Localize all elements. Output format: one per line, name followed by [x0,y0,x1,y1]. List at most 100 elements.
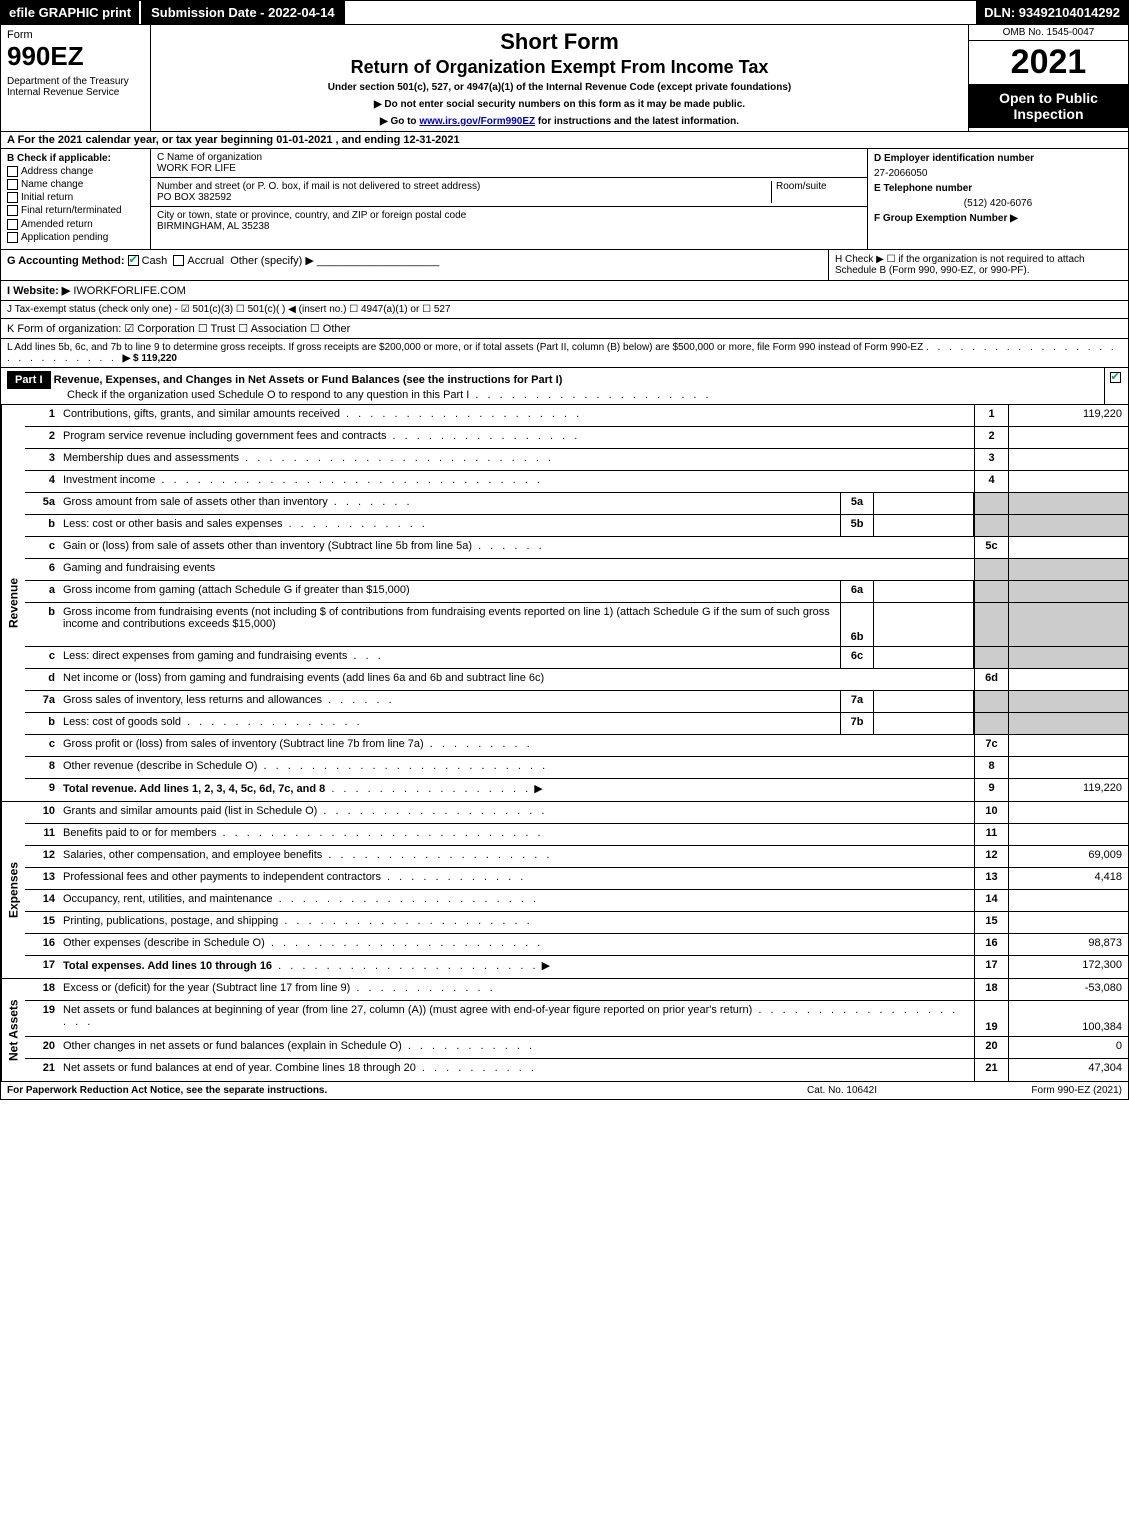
line-14: 14Occupancy, rent, utilities, and mainte… [25,890,1128,912]
room-label: Room/suite [771,181,861,203]
header-left: Form 990EZ Department of the Treasury In… [1,25,151,131]
tel-value: (512) 420-6076 [874,198,1122,209]
row-h: H Check ▶ ☐ if the organization is not r… [828,250,1128,280]
line-6a: aGross income from gaming (attach Schedu… [25,581,1128,603]
row-l-text: L Add lines 5b, 6c, and 7b to line 9 to … [7,342,923,353]
info-grid: B Check if applicable: Address change Na… [0,149,1129,250]
line-21: 21Net assets or fund balances at end of … [25,1059,1128,1081]
instruction-2: ▶ Go to www.irs.gov/Form990EZ for instru… [159,116,960,127]
header-right: OMB No. 1545-0047 2021 Open to Public In… [968,25,1128,131]
section-b-label: B Check if applicable: [7,153,111,164]
street-value: PO BOX 382592 [157,192,771,203]
irs-link[interactable]: www.irs.gov/Form990EZ [419,116,535,127]
line-2: 2Program service revenue including gover… [25,427,1128,449]
line-6d: dNet income or (loss) from gaming and fu… [25,669,1128,691]
row-l-amount: ▶ $ 119,220 [123,353,177,364]
line-11: 11Benefits paid to or for members . . . … [25,824,1128,846]
page-footer: For Paperwork Reduction Act Notice, see … [0,1082,1129,1100]
line-7a: 7aGross sales of inventory, less returns… [25,691,1128,713]
footer-left: For Paperwork Reduction Act Notice, see … [7,1085,742,1096]
line-4: 4Investment income . . . . . . . . . . .… [25,471,1128,493]
org-name-row: C Name of organization WORK FOR LIFE [151,149,867,178]
line-5c: cGain or (loss) from sale of assets othe… [25,537,1128,559]
org-name-label: C Name of organization [157,152,861,163]
subtitle: Under section 501(c), 527, or 4947(a)(1)… [159,82,960,93]
section-d-e-f: D Employer identification number 27-2066… [868,149,1128,249]
revenue-sidelabel: Revenue [1,405,25,801]
header-center: Short Form Return of Organization Exempt… [151,25,968,131]
city-value: BIRMINGHAM, AL 35238 [157,221,861,232]
line-6c: cLess: direct expenses from gaming and f… [25,647,1128,669]
submission-date: Submission Date - 2022-04-14 [139,1,347,24]
ein-value: 27-2066050 [874,168,1122,179]
chk-name-change[interactable]: Name change [7,179,144,190]
line-7b: bLess: cost of goods sold . . . . . . . … [25,713,1128,735]
chk-amended-return[interactable]: Amended return [7,219,144,230]
line-6b: bGross income from fundraising events (n… [25,603,1128,647]
net-assets-section: Net Assets 18Excess or (deficit) for the… [0,979,1129,1082]
chk-final-return[interactable]: Final return/terminated [7,205,144,216]
topbar-spacer [347,1,977,24]
row-k: K Form of organization: ☑ Corporation ☐ … [0,319,1129,339]
form-label: Form [7,29,144,41]
instruction-1: ▶ Do not enter social security numbers o… [159,99,960,110]
line-15: 15Printing, publications, postage, and s… [25,912,1128,934]
line-1: 1Contributions, gifts, grants, and simil… [25,405,1128,427]
part-1-checkbox[interactable] [1104,368,1128,404]
street-label: Number and street (or P. O. box, if mail… [157,181,771,192]
department-label: Department of the Treasury Internal Reve… [7,76,144,98]
line-17: 17Total expenses. Add lines 10 through 1… [25,956,1128,978]
dln-label: DLN: 93492104014292 [976,1,1128,24]
line-5a: 5aGross amount from sale of assets other… [25,493,1128,515]
city-row: City or town, state or province, country… [151,207,867,235]
return-title: Return of Organization Exempt From Incom… [159,57,960,78]
form-number: 990EZ [7,41,144,72]
line-8: 8Other revenue (describe in Schedule O) … [25,757,1128,779]
section-c: C Name of organization WORK FOR LIFE Num… [151,149,868,249]
form-header: Form 990EZ Department of the Treasury In… [0,25,1129,132]
city-label: City or town, state or province, country… [157,210,861,221]
top-bar: efile GRAPHIC print Submission Date - 20… [0,0,1129,25]
line-18: 18Excess or (deficit) for the year (Subt… [25,979,1128,1001]
ein-label: D Employer identification number [874,153,1034,164]
tax-year: 2021 [969,41,1128,84]
website-value: IWORKFORLIFE.COM [73,285,185,297]
chk-initial-return[interactable]: Initial return [7,192,144,203]
part-1-sub: Check if the organization used Schedule … [67,389,469,401]
instr2-pre: ▶ Go to [380,116,419,127]
line-20: 20Other changes in net assets or fund ba… [25,1037,1128,1059]
line-7c: cGross profit or (loss) from sales of in… [25,735,1128,757]
public-inspection-badge: Open to Public Inspection [969,84,1128,128]
chk-accrual[interactable] [173,255,184,266]
street-row: Number and street (or P. O. box, if mail… [151,178,867,207]
accounting-label: G Accounting Method: [7,255,125,267]
instr2-post: for instructions and the latest informat… [535,116,739,127]
line-9: 9Total revenue. Add lines 1, 2, 3, 4, 5c… [25,779,1128,801]
expenses-section: Expenses 10Grants and similar amounts pa… [0,802,1129,979]
line-16: 16Other expenses (describe in Schedule O… [25,934,1128,956]
row-a-tax-year: A For the 2021 calendar year, or tax yea… [0,132,1129,149]
chk-address-change[interactable]: Address change [7,166,144,177]
line-19: 19Net assets or fund balances at beginni… [25,1001,1128,1037]
other-specify: Other (specify) ▶ [230,255,314,267]
row-l: L Add lines 5b, 6c, and 7b to line 9 to … [0,339,1129,368]
row-i: I Website: ▶ IWORKFORLIFE.COM [0,281,1129,301]
expenses-sidelabel: Expenses [1,802,25,978]
footer-right: Form 990-EZ (2021) [942,1085,1122,1096]
line-10: 10Grants and similar amounts paid (list … [25,802,1128,824]
line-13: 13Professional fees and other payments t… [25,868,1128,890]
section-b: B Check if applicable: Address change Na… [1,149,151,249]
row-j: J Tax-exempt status (check only one) - ☑… [0,301,1129,319]
chk-cash[interactable] [128,255,139,266]
group-label: F Group Exemption Number ▶ [874,213,1018,224]
line-6: 6Gaming and fundraising events [25,559,1128,581]
efile-label[interactable]: efile GRAPHIC print [1,1,139,24]
part-1-header: Part I Revenue, Expenses, and Changes in… [0,368,1129,405]
row-a-text: A For the 2021 calendar year, or tax yea… [7,134,460,146]
line-12: 12Salaries, other compensation, and empl… [25,846,1128,868]
line-5b: bLess: cost or other basis and sales exp… [25,515,1128,537]
row-g-h: G Accounting Method: Cash Accrual Other … [0,250,1129,281]
chk-application-pending[interactable]: Application pending [7,232,144,243]
netassets-sidelabel: Net Assets [1,979,25,1081]
omb-number: OMB No. 1545-0047 [969,25,1128,41]
